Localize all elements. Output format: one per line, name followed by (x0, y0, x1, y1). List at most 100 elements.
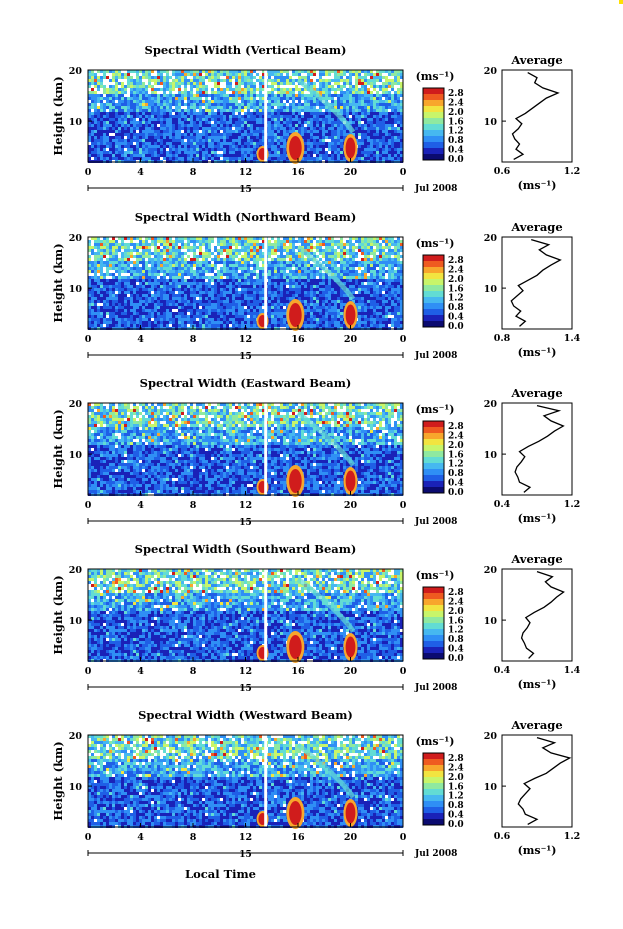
heatmap-cell (241, 88, 244, 91)
heatmap-cell (94, 112, 97, 115)
heatmap-cell (88, 249, 91, 252)
heatmap-cell (256, 88, 259, 91)
heatmap-cell (280, 100, 283, 103)
heatmap-cell (172, 79, 175, 82)
heatmap-cell (196, 273, 199, 276)
heatmap-cell (229, 109, 232, 112)
heatmap-cell (220, 243, 223, 246)
heatmap-cell (253, 157, 256, 160)
heatmap-cell (184, 145, 187, 148)
heatmap-cell (235, 151, 238, 154)
heatmap-cell (340, 264, 343, 267)
heatmap-cell (244, 246, 247, 249)
heatmap-cell (370, 109, 373, 112)
heatmap-cell (259, 282, 262, 285)
heatmap-cell (193, 130, 196, 133)
heatmap-cell (259, 133, 262, 136)
heatmap-cell (184, 157, 187, 160)
heatmap-cell (172, 133, 175, 136)
heatmap-cell (154, 103, 157, 106)
heatmap-cell (115, 139, 118, 142)
heatmap-cell (349, 255, 352, 258)
heatmap-cell (163, 148, 166, 151)
heatmap-cell (145, 127, 148, 130)
heatmap-cell (151, 252, 154, 255)
heatmap-cell (193, 240, 196, 243)
heatmap-cell (388, 85, 391, 88)
heatmap-cell (256, 157, 259, 160)
heatmap-cell (367, 237, 370, 240)
heatmap-cell (223, 79, 226, 82)
heatmap-cell (364, 240, 367, 243)
heatmap-cell (400, 100, 403, 103)
heatmap-cell (334, 139, 337, 142)
heatmap-cell (112, 237, 115, 240)
heatmap-cell (298, 97, 301, 100)
heatmap-cell (391, 121, 394, 124)
heatmap-cell (388, 246, 391, 249)
heatmap-cell (94, 103, 97, 106)
heatmap-cell (88, 139, 91, 142)
heatmap-cell (328, 291, 331, 294)
heatmap-cell (334, 73, 337, 76)
heatmap-cell (238, 88, 241, 91)
heatmap-cell (337, 285, 340, 288)
heatmap-cell (130, 130, 133, 133)
heatmap-cell (223, 70, 226, 73)
heatmap-cell (229, 285, 232, 288)
heatmap-cell (97, 139, 100, 142)
heatmap-cell (142, 82, 145, 85)
heatmap-cell (229, 121, 232, 124)
heatmap-cell (298, 237, 301, 240)
heatmap-cell (151, 109, 154, 112)
heatmap-cell (298, 88, 301, 91)
heatmap-cell (385, 252, 388, 255)
heatmap-cell (103, 112, 106, 115)
heatmap-cell (184, 97, 187, 100)
heatmap-cell (172, 267, 175, 270)
heatmap-cell (310, 139, 313, 142)
heatmap-cell (145, 154, 148, 157)
profile-line (511, 72, 560, 160)
heatmap-cell (130, 79, 133, 82)
heatmap-cell (331, 294, 334, 297)
heatmap-cell (199, 151, 202, 154)
heatmap-cell (334, 291, 337, 294)
colorbar-swatch (423, 124, 444, 131)
heatmap-cell (97, 79, 100, 82)
heatmap-cell (319, 121, 322, 124)
heatmap-cell (316, 240, 319, 243)
heatmap-cell (361, 157, 364, 160)
heatmap-cell (169, 252, 172, 255)
heatmap-cell (313, 270, 316, 273)
heatmap-cell (163, 157, 166, 160)
heatmap-cell (250, 97, 253, 100)
heatmap-cell (202, 100, 205, 103)
heatmap-cell (220, 267, 223, 270)
heatmap-cell (193, 154, 196, 157)
heatmap-cell (94, 145, 97, 148)
heatmap-cell (310, 291, 313, 294)
heatmap-cell (247, 85, 250, 88)
heatmap-cell (94, 94, 97, 97)
heatmap-cell (109, 240, 112, 243)
heatmap-cell (97, 121, 100, 124)
heatmap-cell (229, 237, 232, 240)
heatmap-cell (394, 273, 397, 276)
heatmap-cell (94, 237, 97, 240)
heatmap-cell (268, 279, 271, 282)
heatmap-cell (292, 109, 295, 112)
heatmap-cell (397, 70, 400, 73)
heatmap-cell (394, 285, 397, 288)
heatmap-cell (97, 130, 100, 133)
heatmap-cell (94, 285, 97, 288)
heatmap-cell (106, 133, 109, 136)
heatmap-cell (283, 237, 286, 240)
heatmap-cell (361, 237, 364, 240)
heatmap-cell (139, 255, 142, 258)
heatmap-cell (247, 97, 250, 100)
heatmap-cell (235, 124, 238, 127)
heatmap-cell (310, 279, 313, 282)
heatmap-cell (307, 288, 310, 291)
heatmap-cell (127, 297, 130, 300)
